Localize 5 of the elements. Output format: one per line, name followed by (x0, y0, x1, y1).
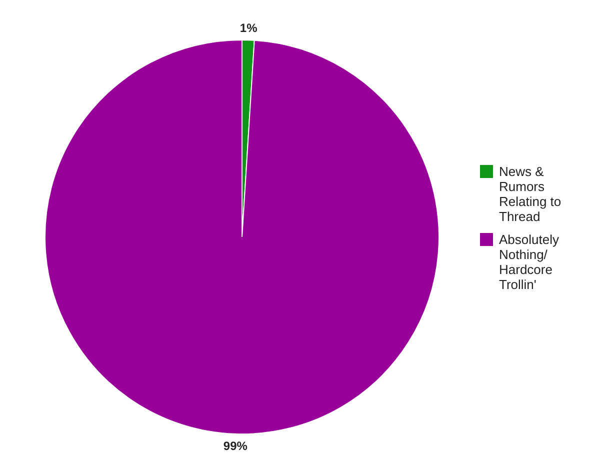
pie-slice (44, 40, 440, 434)
legend-label: News & Rumors Relating to Thread (499, 164, 562, 224)
data-label: 1% (240, 21, 258, 36)
legend-label: Absolutely Nothing/ Hardcore Trollin' (499, 232, 560, 292)
data-label: 99% (223, 438, 248, 453)
